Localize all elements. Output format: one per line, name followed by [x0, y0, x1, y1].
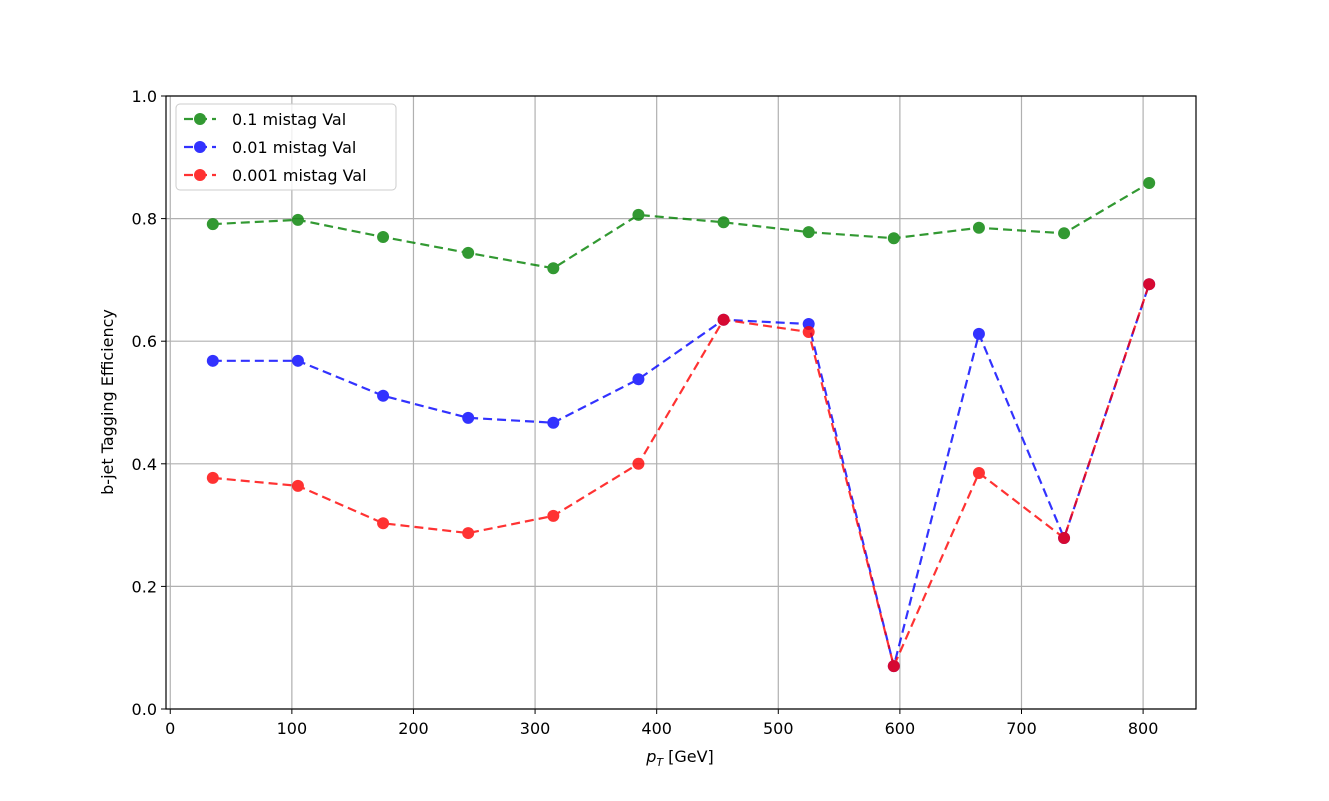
point	[547, 509, 560, 522]
point	[972, 221, 985, 234]
x-tick-label: 300	[520, 719, 551, 738]
point	[377, 230, 390, 243]
point	[291, 213, 304, 226]
x-label-unit: [GeV]	[668, 747, 714, 766]
point	[547, 416, 560, 429]
y-tick-label: 1.0	[132, 87, 157, 106]
legend-entry	[184, 141, 216, 153]
point	[802, 226, 815, 239]
y-tick-label: 0.2	[132, 577, 157, 596]
x-axis-label: pT [GeV]	[645, 747, 714, 769]
x-tick-label: 800	[1128, 719, 1159, 738]
point	[1143, 278, 1156, 291]
point	[717, 313, 730, 326]
plot-frame	[165, 95, 1197, 710]
x-tick-label: 500	[763, 719, 794, 738]
point	[887, 660, 900, 673]
point	[291, 354, 304, 367]
legend-entry	[184, 169, 216, 181]
x-tick-label: 400	[641, 719, 672, 738]
y-tick-label: 0.4	[132, 455, 157, 474]
x-tick-label: 700	[1006, 719, 1037, 738]
point	[547, 262, 560, 275]
x-tick-label: 0	[165, 719, 175, 738]
x-label-symbol: p	[645, 747, 656, 766]
x-tick-label: 600	[885, 719, 916, 738]
y-tick-label: 0.6	[132, 332, 157, 351]
point	[632, 457, 645, 470]
point	[377, 517, 390, 530]
legend-label: 0.001 mistag Val	[232, 166, 367, 185]
point	[1058, 227, 1071, 240]
legend-label: 0.1 mistag Val	[232, 110, 346, 129]
point	[972, 466, 985, 479]
legend-marker	[194, 169, 206, 181]
y-axis-label: b-jet Tagging Efficiency	[98, 309, 117, 495]
legend-marker	[194, 141, 206, 153]
series	[206, 278, 1156, 673]
series-line	[212, 283, 1151, 670]
y-tick-label: 0.0	[132, 700, 157, 719]
x-tick-label: 200	[398, 719, 429, 738]
point	[206, 354, 219, 367]
legend-box	[175, 103, 397, 191]
series	[206, 177, 1156, 275]
series-line	[212, 182, 1150, 270]
series	[206, 278, 1156, 673]
point	[291, 479, 304, 492]
x-tick-label: 100	[277, 719, 308, 738]
point	[377, 389, 390, 402]
point	[206, 218, 219, 231]
legend-marker	[194, 113, 206, 125]
point	[206, 471, 219, 484]
point	[887, 232, 900, 245]
point	[632, 373, 645, 386]
series-line	[212, 283, 1151, 667]
legend-label: 0.01 mistag Val	[232, 138, 356, 157]
y-tick-label: 0.8	[132, 210, 157, 229]
x-label-subscript: T	[656, 756, 664, 769]
legend-entry	[184, 113, 216, 125]
point	[972, 327, 985, 340]
point	[632, 208, 645, 221]
point	[462, 411, 475, 424]
point	[462, 527, 475, 540]
point	[462, 246, 475, 259]
point	[717, 216, 730, 229]
point	[1143, 177, 1156, 190]
point	[1058, 531, 1071, 544]
point	[802, 326, 815, 339]
